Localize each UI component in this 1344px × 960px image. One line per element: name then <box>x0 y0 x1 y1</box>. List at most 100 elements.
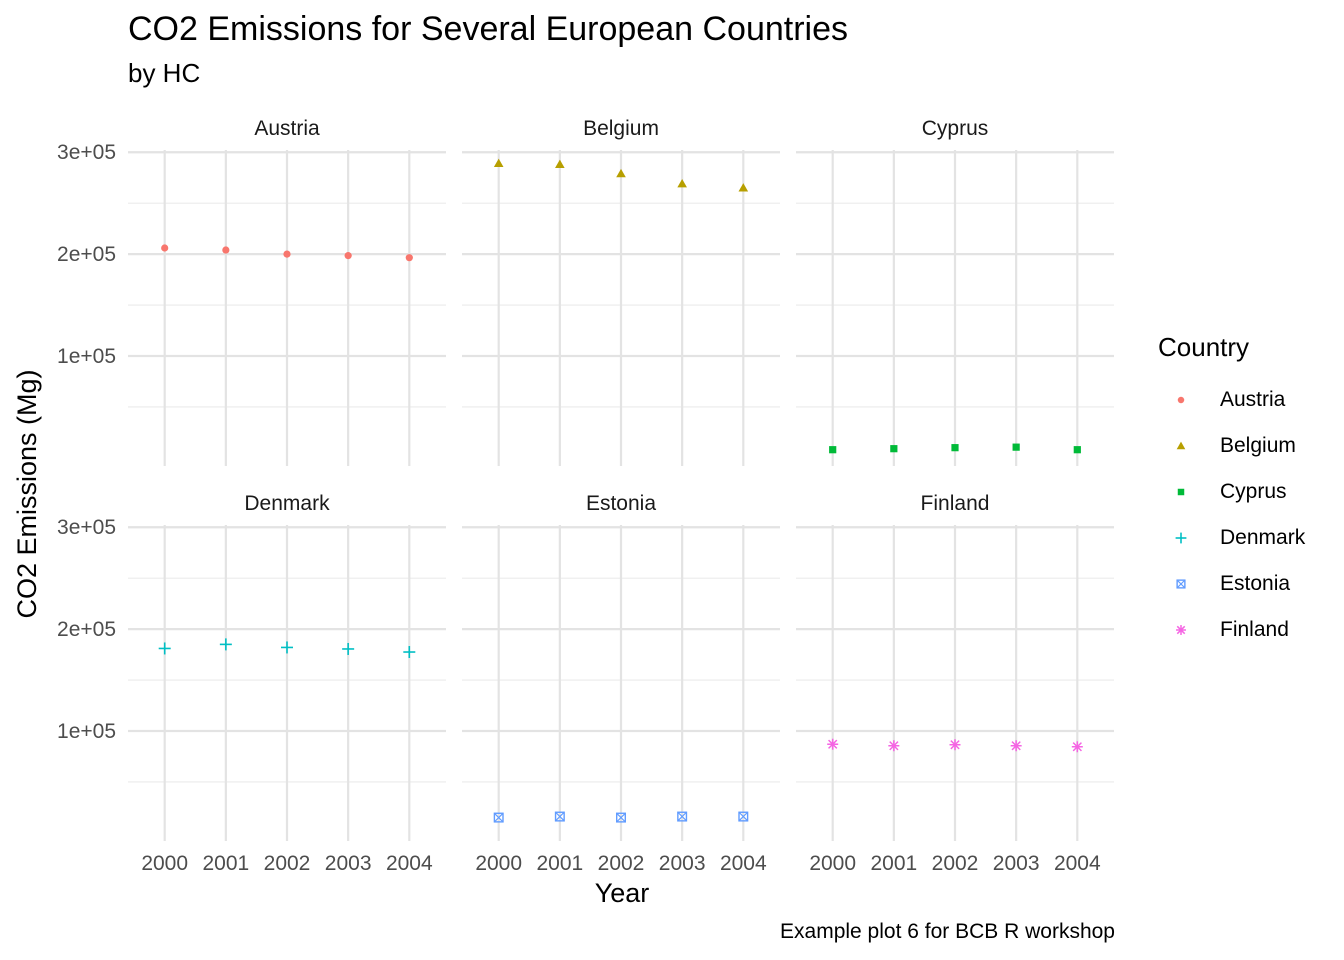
data-point-austria <box>344 252 352 260</box>
legend: Country Austria Belgium Cyprus Denmark Eston… <box>1158 332 1305 653</box>
legend-key-belgium <box>1158 423 1204 469</box>
data-point-belgium-mark <box>677 179 687 188</box>
data-point-belgium <box>738 183 749 192</box>
data-point-finland <box>1010 740 1022 752</box>
data-point-austria <box>222 246 230 254</box>
data-point-finland-mark-d2 <box>828 739 838 749</box>
legend-label-finland: Finland <box>1220 618 1289 641</box>
y-tick-label: 2e+05 <box>57 618 116 641</box>
data-point-estonia-mark-d2 <box>738 811 749 822</box>
data-point-finland-mark-d2 <box>889 741 899 751</box>
legend-label-estonia: Estonia <box>1220 572 1291 595</box>
legend-item-finland: Finland <box>1158 607 1305 653</box>
data-point-austria-mark <box>283 250 291 258</box>
legend-mark-belgium-mark <box>1176 441 1186 450</box>
data-point-cyprus-mark <box>1012 443 1020 451</box>
data-point-finland <box>949 739 961 751</box>
data-point-belgium <box>493 158 504 168</box>
data-point-cyprus-mark <box>1073 446 1081 454</box>
data-point-estonia <box>554 811 565 822</box>
data-point-cyprus <box>890 445 898 453</box>
x-tick-label: 2003 <box>993 852 1040 875</box>
legend-mark-estonia <box>1176 579 1186 589</box>
x-tick-label: 2000 <box>809 852 856 875</box>
legend-label-belgium: Belgium <box>1220 434 1296 457</box>
data-point-cyprus-mark <box>890 445 898 453</box>
data-point-belgium <box>616 168 626 178</box>
data-point-cyprus <box>951 444 959 452</box>
x-tick-label: 2004 <box>1054 852 1101 875</box>
y-axis-title: CO2 Emissions (Mg) <box>12 369 42 618</box>
data-point-belgium <box>555 159 565 169</box>
legend-mark-finland-mark-d2 <box>1176 625 1186 635</box>
data-point-cyprus-mark <box>829 446 837 454</box>
data-point-belgium-mark <box>738 183 749 192</box>
y-tick-label: 1e+05 <box>57 720 116 743</box>
y-tick-label: 2e+05 <box>57 243 116 266</box>
legend-mark-austria <box>1177 396 1185 404</box>
data-point-finland <box>1071 741 1083 753</box>
data-point-austria <box>283 250 291 258</box>
data-point-austria <box>405 254 413 262</box>
data-point-austria-mark <box>161 244 169 252</box>
legend-symbol-austria <box>1177 396 1185 404</box>
legend-mark-austria-mark <box>1177 396 1185 404</box>
x-tick-label: 2001 <box>202 852 249 875</box>
legend-mark-cyprus-mark <box>1177 488 1185 496</box>
y-tick-label: 3e+05 <box>57 141 116 164</box>
x-tick-label: 2004 <box>386 852 433 875</box>
x-tick-label: 2003 <box>659 852 706 875</box>
y-tick-label: 3e+05 <box>57 516 116 539</box>
data-point-estonia-mark-box <box>616 812 627 823</box>
legend-item-denmark: Denmark <box>1158 515 1305 561</box>
facet-label-estonia: Estonia <box>586 492 656 515</box>
data-point-estonia-mark-d2 <box>493 812 504 823</box>
data-point-finland-mark-d2 <box>1072 742 1082 752</box>
data-point-estonia <box>738 811 749 822</box>
x-tick-label: 2002 <box>598 852 645 875</box>
legend-mark-estonia-mark-box <box>1176 579 1186 589</box>
data-point-denmark <box>158 642 171 655</box>
data-point-cyprus <box>829 446 837 454</box>
data-point-estonia-mark-box <box>677 811 688 822</box>
data-point-finland <box>827 738 839 750</box>
legend-label-austria: Austria <box>1220 388 1286 411</box>
legend-mark-denmark <box>1175 532 1187 544</box>
data-point-estonia <box>616 812 627 823</box>
x-tick-label: 2001 <box>536 852 583 875</box>
legend-label-denmark: Denmark <box>1220 526 1306 549</box>
legend-mark-estonia-mark-d2 <box>1176 579 1186 589</box>
data-point-denmark <box>342 642 355 655</box>
legend-mark-cyprus <box>1177 488 1185 496</box>
data-point-denmark <box>219 638 232 651</box>
legend-mark-finland <box>1176 625 1186 635</box>
data-point-belgium-mark <box>616 168 626 178</box>
data-point-austria <box>161 244 169 252</box>
legend-mark-belgium <box>1176 441 1186 450</box>
data-point-austria-mark <box>405 254 413 262</box>
legend-key-denmark <box>1158 515 1204 561</box>
x-tick-label: 2001 <box>870 852 917 875</box>
data-point-finland-mark-d2 <box>950 740 960 750</box>
data-point-denmark <box>281 641 293 654</box>
legend-symbol-finland <box>1176 625 1186 635</box>
x-tick-label: 2003 <box>325 852 372 875</box>
data-point-estonia-mark-box <box>493 812 504 823</box>
x-tick-label: 2000 <box>141 852 188 875</box>
x-tick-label: 2004 <box>720 852 767 875</box>
legend-item-estonia: Estonia <box>1158 561 1305 607</box>
legend-key-cyprus <box>1158 469 1204 515</box>
chart-title: CO2 Emissions for Several European Count… <box>128 10 848 48</box>
legend-symbol-estonia <box>1176 579 1186 589</box>
data-point-cyprus <box>1012 443 1020 451</box>
data-point-finland-mark-d2 <box>1011 741 1021 751</box>
legend-key-austria <box>1158 377 1204 423</box>
data-point-estonia-mark-d2 <box>616 812 626 823</box>
data-point-austria-mark <box>222 246 230 254</box>
legend-title: Country <box>1158 332 1250 362</box>
legend-item-austria: Austria <box>1158 377 1305 423</box>
data-point-estonia-mark-d2 <box>677 811 687 822</box>
facet-label-austria: Austria <box>254 117 320 140</box>
data-point-belgium-mark <box>493 158 504 168</box>
